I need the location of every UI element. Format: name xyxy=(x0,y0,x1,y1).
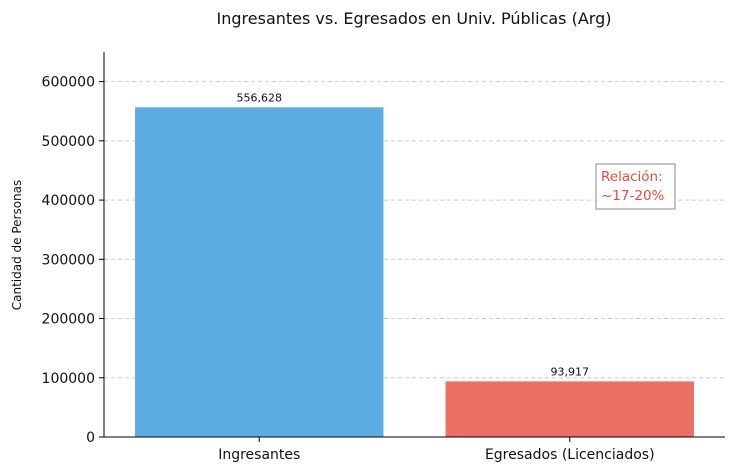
x-tick-label: Ingresantes xyxy=(218,447,300,463)
bar xyxy=(445,381,694,437)
axes xyxy=(103,52,725,438)
annotation-box xyxy=(595,163,676,210)
data-label: 556,628 xyxy=(237,91,283,104)
y-tick-label: 0 xyxy=(86,430,95,446)
x-ticks: Ingresantes Egresados (Licenciados) xyxy=(218,437,655,463)
y-tick-label: 200000 xyxy=(42,312,95,328)
ratio-annotation: Relación: ~17-20% xyxy=(595,163,676,210)
data-label: 93,917 xyxy=(551,365,590,378)
annotation-line-1: Relación: xyxy=(601,169,663,185)
annotation-line-2: ~17-20% xyxy=(601,188,665,204)
y-tick-label: 100000 xyxy=(42,371,95,387)
bars xyxy=(135,107,694,437)
y-axis-label: Cantidad de Personas xyxy=(10,180,24,311)
x-tick-label: Egresados (Licenciados) xyxy=(485,447,655,463)
y-ticks: 0 100000 200000 300000 400000 500000 600000 xyxy=(42,75,104,446)
data-labels: 556,628 93,917 xyxy=(237,91,590,378)
grid-lines xyxy=(104,81,725,379)
y-tick-label: 600000 xyxy=(42,75,95,91)
y-tick-label: 500000 xyxy=(42,134,95,150)
bar xyxy=(135,107,384,437)
chart-title: Ingresantes vs. Egresados en Univ. Públi… xyxy=(217,9,612,28)
y-tick-label: 300000 xyxy=(42,252,95,268)
y-tick-label: 400000 xyxy=(42,193,95,209)
